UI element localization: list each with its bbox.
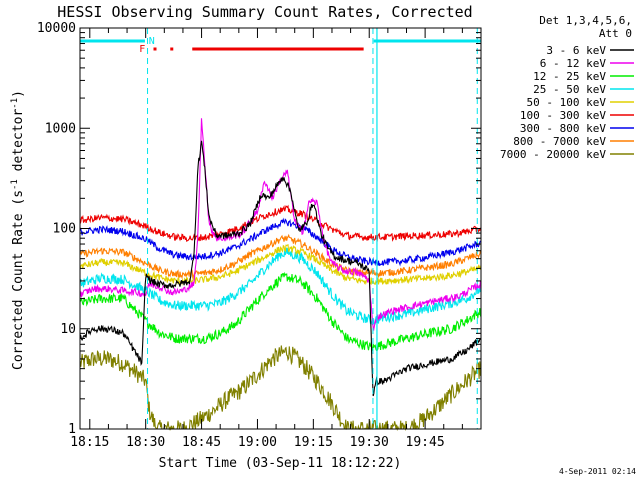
flags-layer: NF	[80, 28, 481, 429]
x-tick-label: 18:30	[126, 435, 165, 450]
y-tick-label: 10000	[37, 21, 76, 36]
y-axis-label: Corrected Count Rate (s-1 detector-1)	[10, 90, 26, 370]
y-axis-label-sup1: -1	[10, 179, 20, 190]
series-line-25-50-kev	[79, 247, 482, 326]
series-line-7000-20000-kev	[79, 345, 482, 432]
x-tick-label: 19:15	[294, 435, 333, 450]
svg-text:Corrected Count Rate (s-1 dete: Corrected Count Rate (s-1 detector-1)	[10, 90, 26, 370]
y-tick-label: 1000	[45, 121, 76, 136]
series-line-3-6-kev	[79, 140, 481, 397]
legend-label: 50 - 100 keV	[527, 96, 607, 109]
night-flag-label: N	[149, 36, 155, 47]
y-tick-label: 100	[53, 222, 76, 237]
legend-header-2: Att 0	[599, 27, 632, 40]
legend-label: 7000 - 20000 keV	[500, 148, 606, 161]
legend-label: 800 - 7000 keV	[513, 135, 606, 148]
flare-point	[170, 47, 174, 51]
y-axis-label-mid: detector	[11, 109, 26, 180]
y-tick-label: 10	[60, 322, 76, 337]
series-line-100-300-kev	[79, 204, 482, 243]
chart-title: HESSI Observing Summary Count Rates, Cor…	[57, 3, 472, 21]
y-axis-label-main: Corrected Count Rate (s	[11, 190, 26, 370]
series-line-50-100-kev	[79, 243, 482, 286]
y-axis-label-end: )	[11, 90, 26, 98]
legend-label: 100 - 300 keV	[520, 109, 606, 122]
series-layer	[79, 118, 482, 432]
timestamp: 4-Sep-2011 02:14	[559, 467, 636, 476]
x-tick-label: 19:00	[238, 435, 277, 450]
legend-label: 6 - 12 keV	[540, 57, 607, 70]
x-tick-label: 19:45	[406, 435, 445, 450]
series-line-800-7000-kev	[79, 233, 482, 280]
flare-flag-label: F	[139, 44, 145, 55]
x-tick-label: 18:45	[182, 435, 221, 450]
legend-label: 300 - 800 keV	[520, 122, 606, 135]
y-tick-label: 1	[68, 422, 76, 437]
plot-frame	[79, 27, 482, 430]
ticks-layer: 18:15 18:30 18:45 19:00 19:15 19:30 19:45 1 10 10…	[37, 21, 481, 450]
legend-label: 12 - 25 keV	[533, 70, 606, 83]
x-tick-label: 18:15	[70, 435, 109, 450]
x-tick-label: 19:30	[350, 435, 389, 450]
x-axis-label: Start Time (03-Sep-11 18:12:22)	[159, 456, 402, 471]
legend-label: 25 - 50 keV	[533, 83, 606, 96]
legend-label: 3 - 6 keV	[546, 44, 606, 57]
flare-point	[153, 47, 157, 51]
series-line-12-25-kev	[79, 271, 482, 351]
legend-header-1: Det 1,3,4,5,6,	[539, 14, 632, 27]
y-axis-label-sup2: -1	[10, 98, 20, 109]
series-line-300-800-kev	[79, 217, 481, 267]
